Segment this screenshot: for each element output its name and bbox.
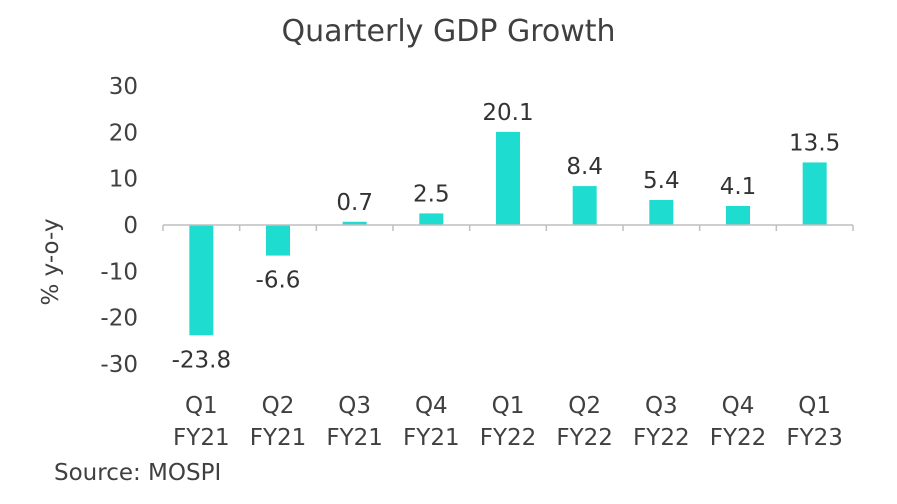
bar	[726, 206, 750, 225]
x-axis	[162, 224, 854, 231]
x-tick-label: FY22	[556, 425, 613, 451]
y-axis-ticks: 30 20 10 0 -10 -20 -30	[100, 74, 138, 378]
bars	[189, 131, 827, 336]
y-tick-label: -10	[100, 259, 138, 285]
x-tick-label: FY22	[480, 425, 537, 451]
x-tick-label: FY22	[633, 425, 690, 451]
chart-title: Quarterly GDP Growth	[281, 14, 616, 49]
y-tick-label: 0	[123, 213, 138, 239]
x-tick-label: FY21	[326, 425, 383, 451]
x-tick-label: Q1	[798, 393, 831, 419]
data-label: 8.4	[566, 154, 603, 180]
data-label: 4.1	[720, 174, 757, 200]
x-tick-label: Q1	[185, 393, 218, 419]
bar	[419, 213, 444, 225]
x-tick-label: Q2	[262, 393, 295, 419]
bar	[649, 199, 674, 225]
data-label: 5.4	[643, 168, 680, 194]
y-tick-label: -30	[100, 352, 138, 378]
data-label: 2.5	[413, 181, 450, 207]
y-tick-label: -20	[100, 306, 138, 332]
y-tick-label: 10	[109, 167, 138, 193]
x-tick-label: Q3	[338, 393, 371, 419]
bar	[496, 131, 520, 225]
data-label: -6.6	[256, 268, 301, 294]
x-tick-label: FY22	[710, 425, 767, 451]
x-tick-label: Q1	[492, 393, 525, 419]
y-tick-label: 20	[109, 120, 138, 146]
x-tick-label: Q2	[568, 393, 601, 419]
x-tick-label: FY23	[786, 425, 843, 451]
x-tick-label: Q4	[415, 393, 448, 419]
x-tick-label: FY21	[403, 425, 460, 451]
data-labels: -23.8 -6.6 0.7 2.5 20.1 8.4 5.4 4.1 13.5	[172, 100, 841, 373]
bar	[342, 221, 367, 225]
x-tick-label: FY21	[173, 425, 230, 451]
bar	[802, 162, 827, 225]
bar	[572, 186, 597, 225]
x-tick-label: Q4	[722, 393, 755, 419]
source-note: Source: MOSPI	[54, 460, 222, 486]
bar	[266, 225, 290, 256]
y-axis-label: % y-o-y	[38, 218, 64, 305]
data-label: 20.1	[482, 100, 533, 126]
x-tick-label: FY21	[250, 425, 307, 451]
y-tick-label: 30	[109, 74, 138, 100]
data-label: -23.8	[172, 347, 232, 373]
x-tick-label: Q3	[645, 393, 678, 419]
x-axis-labels: Q1 FY21 Q2 FY21 Q3 FY21 Q4 FY21 Q1 FY22 Q2 FY22 Q3 FY…	[173, 393, 843, 451]
data-label: 13.5	[789, 130, 840, 156]
bar	[189, 225, 214, 336]
data-label: 0.7	[336, 190, 373, 216]
